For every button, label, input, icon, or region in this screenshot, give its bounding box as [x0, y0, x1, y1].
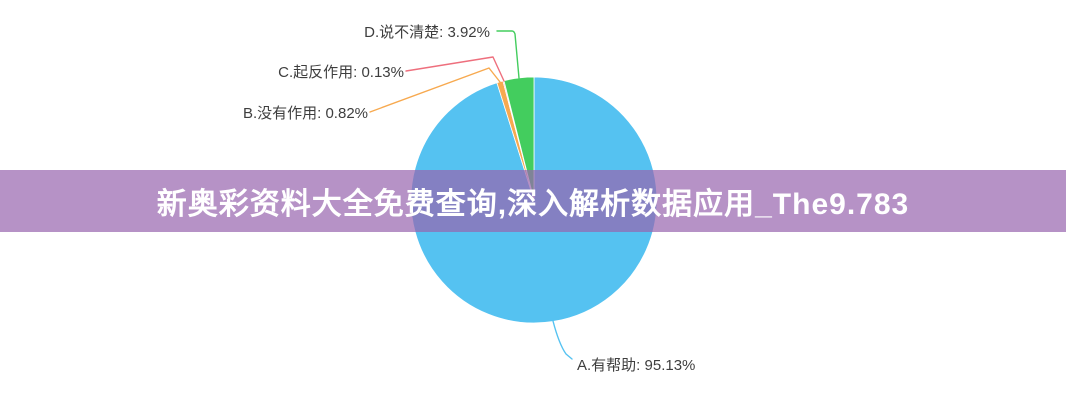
- banner-text: 新奥彩资料大全免费查询,深入解析数据应用_The9.783: [156, 188, 910, 221]
- pie-label-c: C.起反作用: 0.13%: [278, 64, 404, 81]
- pie-label-b: B.没有作用: 0.82%: [242, 105, 368, 122]
- banner-overlay[interactable]: 新奥彩资料大全免费查询,深入解析数据应用_The9.783: [0, 170, 1066, 232]
- leader-line-d: [496, 30, 520, 79]
- leader-line-b: [369, 67, 501, 113]
- leader-line-a: [552, 320, 573, 360]
- pie-label-d: D.说不清楚: 3.92%: [364, 24, 490, 41]
- pie-label-a: A.有帮助: 95.13%: [577, 357, 696, 374]
- leader-line-c: [405, 56, 505, 82]
